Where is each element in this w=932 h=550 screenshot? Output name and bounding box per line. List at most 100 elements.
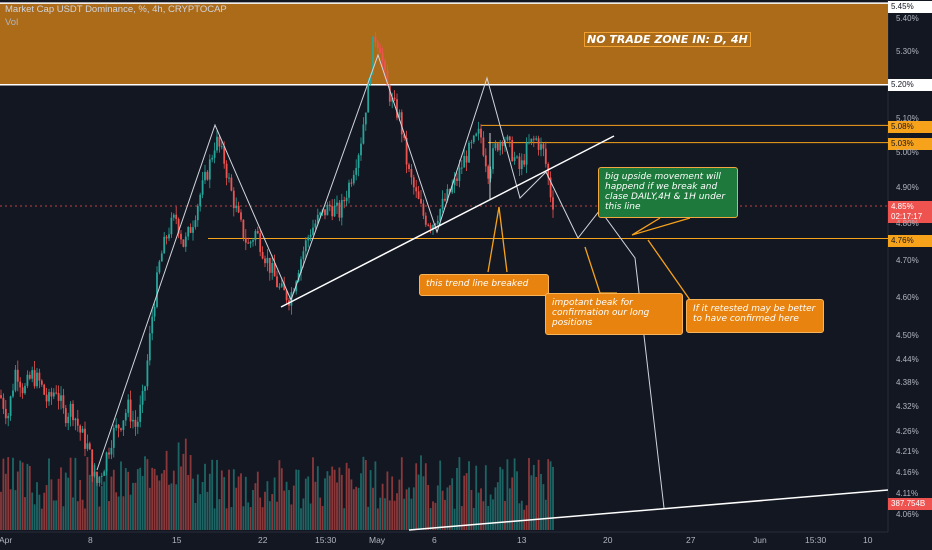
candle-body [172,214,175,218]
volume-bar [26,463,29,530]
volume-bar [218,499,221,530]
volume-bar [172,470,175,530]
candle-body [501,142,504,147]
note-upside-movement[interactable]: big upside movement will happend if we b… [598,167,738,218]
candle-body [307,237,310,241]
candle-body [384,61,386,71]
candle-body [348,182,350,198]
candle-body [518,156,521,169]
candle-body [57,393,60,401]
volume-bar [420,455,422,530]
candle-body [540,144,542,150]
volume-bar [475,465,478,530]
volume-bar [369,470,372,530]
candle-body [237,205,240,213]
candle-body [26,374,29,386]
note-trend-break[interactable]: this trend line breaked [419,274,549,296]
candle-body [304,240,307,252]
note-important-break[interactable]: impotant beak for confirmation our long … [545,293,683,335]
candle-body [312,227,314,235]
candle-body [364,112,367,125]
candle-body [271,263,274,273]
volume-bar [223,477,226,530]
volume-bar [360,473,362,530]
volume-bar [441,490,444,530]
volume-bar [537,459,540,530]
volume-bar [213,508,216,530]
volume-bar [45,485,48,530]
candle-body [369,74,372,84]
date-tick-label: 13 [517,535,527,545]
volume-bar [62,506,65,530]
volume-bar [319,497,322,530]
volume-bar [348,468,350,530]
price-tick-label: 4.70% [896,255,919,265]
volume-bar [276,501,278,530]
volume-bar [69,457,72,530]
volume-bar [427,484,430,530]
candle-body [372,36,374,75]
volume-bar [177,442,180,530]
volume-bar [12,457,14,530]
note-retest[interactable]: If it retested may be better to have con… [686,299,824,333]
volume-bar [225,508,228,530]
volume-bar [331,466,334,530]
candle-body [146,360,149,387]
candle-body [456,178,458,181]
candle-body [223,146,226,164]
candle-body [357,155,360,168]
candle-body [122,420,125,430]
candle-body [280,283,283,287]
volume-bar [67,477,70,530]
volume-bar [100,485,103,530]
volume-bar [434,502,437,530]
volume-bar [242,506,245,530]
volume-bar [436,485,439,530]
candle-body [463,156,466,168]
candle-body [367,83,370,113]
volume-bar [338,467,341,530]
price-tick-label: 4.16% [896,467,919,477]
volume-bar [194,502,197,530]
volume-bar [388,500,391,530]
price-tick-label: 4.21% [896,447,919,457]
volume-bar [64,472,67,530]
volume-bar [9,489,12,530]
candle-body [386,70,389,86]
candle-body [542,144,545,149]
candle-body [110,447,113,455]
volume-bar [127,471,130,530]
candle-body [204,171,206,181]
candle-body [338,202,341,218]
volume-bar [201,482,204,530]
candle-body [36,372,38,387]
candle-body [108,452,110,455]
candle-body [244,237,247,243]
volume-bar [386,471,389,530]
volume-bar [43,492,46,530]
candle-body [115,424,118,428]
date-tick-label: 20 [603,535,613,545]
candle-body [415,187,418,192]
candle-body [74,418,77,421]
candle-body [480,128,482,138]
volume-bar [134,482,137,530]
volume-bar [52,500,55,530]
no-trade-zone-label: NO TRADE ZONE IN: D, 4H [584,32,751,47]
candle-body [492,148,494,170]
candle-body [434,223,437,226]
candle-body [175,214,178,219]
date-tick-label: 8 [88,535,93,545]
price-label-volume: 387.754B [888,498,932,510]
candle-body [436,220,439,224]
candle-body [477,128,480,134]
volume-bar [254,483,257,530]
candle-body [506,136,509,141]
candle-body [45,394,48,402]
candle-body [218,136,221,147]
volume-bar [424,463,427,530]
candle-body [196,205,199,221]
volume-bar [456,467,458,530]
volume-bar [237,476,240,530]
